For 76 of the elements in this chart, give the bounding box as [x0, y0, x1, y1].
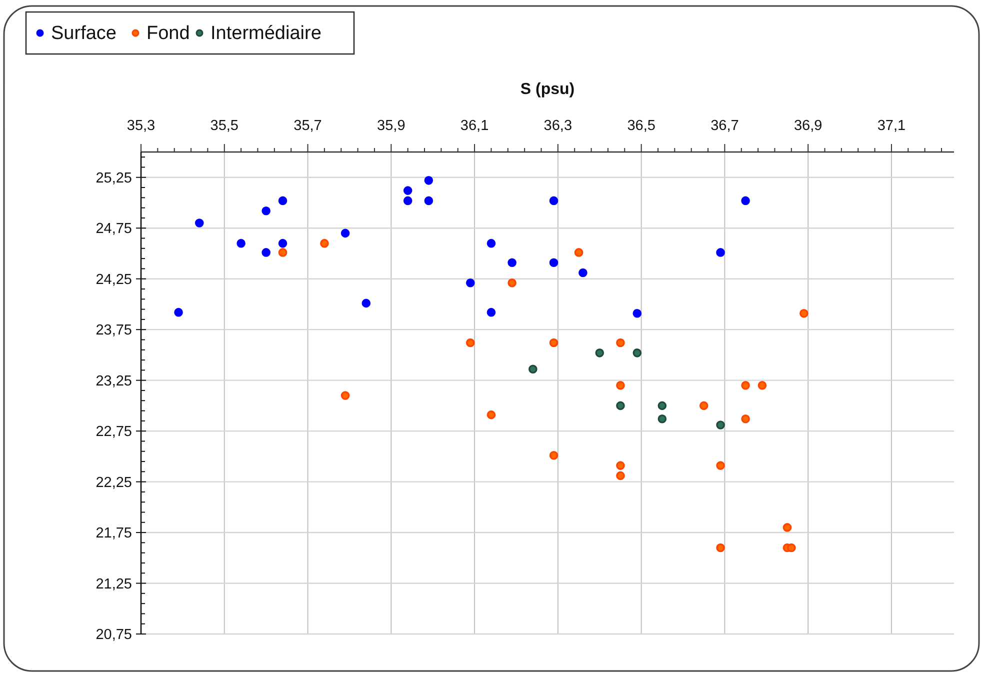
y-tick-label: 21,75 [96, 526, 132, 542]
point [716, 248, 725, 257]
x-tick-label: 35,7 [294, 118, 322, 134]
point [578, 268, 588, 278]
y-tick-label: 21,25 [96, 576, 132, 592]
point [632, 348, 642, 358]
x-tick-label: 36,9 [794, 118, 822, 134]
point [616, 338, 625, 348]
point [340, 228, 350, 238]
point [262, 248, 270, 257]
point [194, 218, 204, 228]
point [362, 298, 371, 308]
point [716, 543, 725, 552]
point [782, 523, 792, 532]
y-tick-label: 23,25 [96, 373, 132, 390]
y-tick-label: 20,75 [96, 627, 132, 643]
x-tick-label: 36,7 [710, 118, 739, 134]
point [699, 401, 708, 410]
x-tick-label: 35,5 [210, 118, 238, 134]
point [716, 461, 725, 470]
point [658, 401, 667, 410]
point [508, 258, 516, 267]
point [278, 248, 288, 257]
x-tick-label: 37,1 [877, 118, 906, 134]
point [616, 461, 625, 470]
x-tick-label: 36,1 [460, 118, 489, 134]
y-tick-label: 24,25 [96, 272, 132, 288]
point [787, 543, 796, 552]
legend-label: Fond [146, 23, 190, 44]
point [595, 348, 604, 358]
point [236, 238, 246, 248]
point [278, 196, 288, 206]
y-tick-label: 23,75 [96, 322, 132, 339]
point [616, 401, 625, 410]
point [424, 176, 434, 185]
x-tick-label: 36,3 [544, 118, 572, 134]
point [658, 414, 667, 424]
point [340, 391, 350, 400]
point [741, 196, 750, 206]
point [466, 278, 475, 288]
point [403, 186, 412, 195]
y-tick-label: 25,25 [96, 170, 132, 186]
legend-label: Surface [51, 23, 116, 44]
point [716, 420, 725, 430]
point [262, 206, 270, 216]
point [758, 380, 767, 390]
x-tick-label: 35,9 [377, 118, 406, 134]
point [549, 338, 558, 348]
point [616, 471, 625, 480]
point [574, 248, 584, 257]
point [800, 308, 808, 318]
y-tick-label: 24,75 [96, 221, 132, 238]
point [528, 364, 538, 374]
point [486, 410, 496, 420]
point [466, 338, 475, 348]
point [741, 380, 750, 390]
point [486, 308, 496, 317]
point [320, 238, 329, 248]
point [508, 278, 516, 288]
point [486, 238, 496, 248]
legend-label: Intermédiaire [210, 23, 322, 44]
y-tick-label: 22,75 [96, 424, 132, 440]
y-tick-label: 22,25 [96, 474, 132, 491]
point [278, 238, 288, 248]
x-tick-label: 35,3 [126, 118, 156, 134]
point [174, 308, 183, 317]
point [403, 196, 412, 206]
x-tick-label: 36,5 [627, 118, 656, 134]
point [549, 451, 558, 460]
point [549, 196, 558, 206]
point [549, 258, 558, 267]
point [741, 414, 750, 424]
x-axis-title: S (psu) [520, 81, 575, 98]
point [424, 196, 434, 206]
point [632, 308, 642, 318]
point [616, 380, 625, 390]
